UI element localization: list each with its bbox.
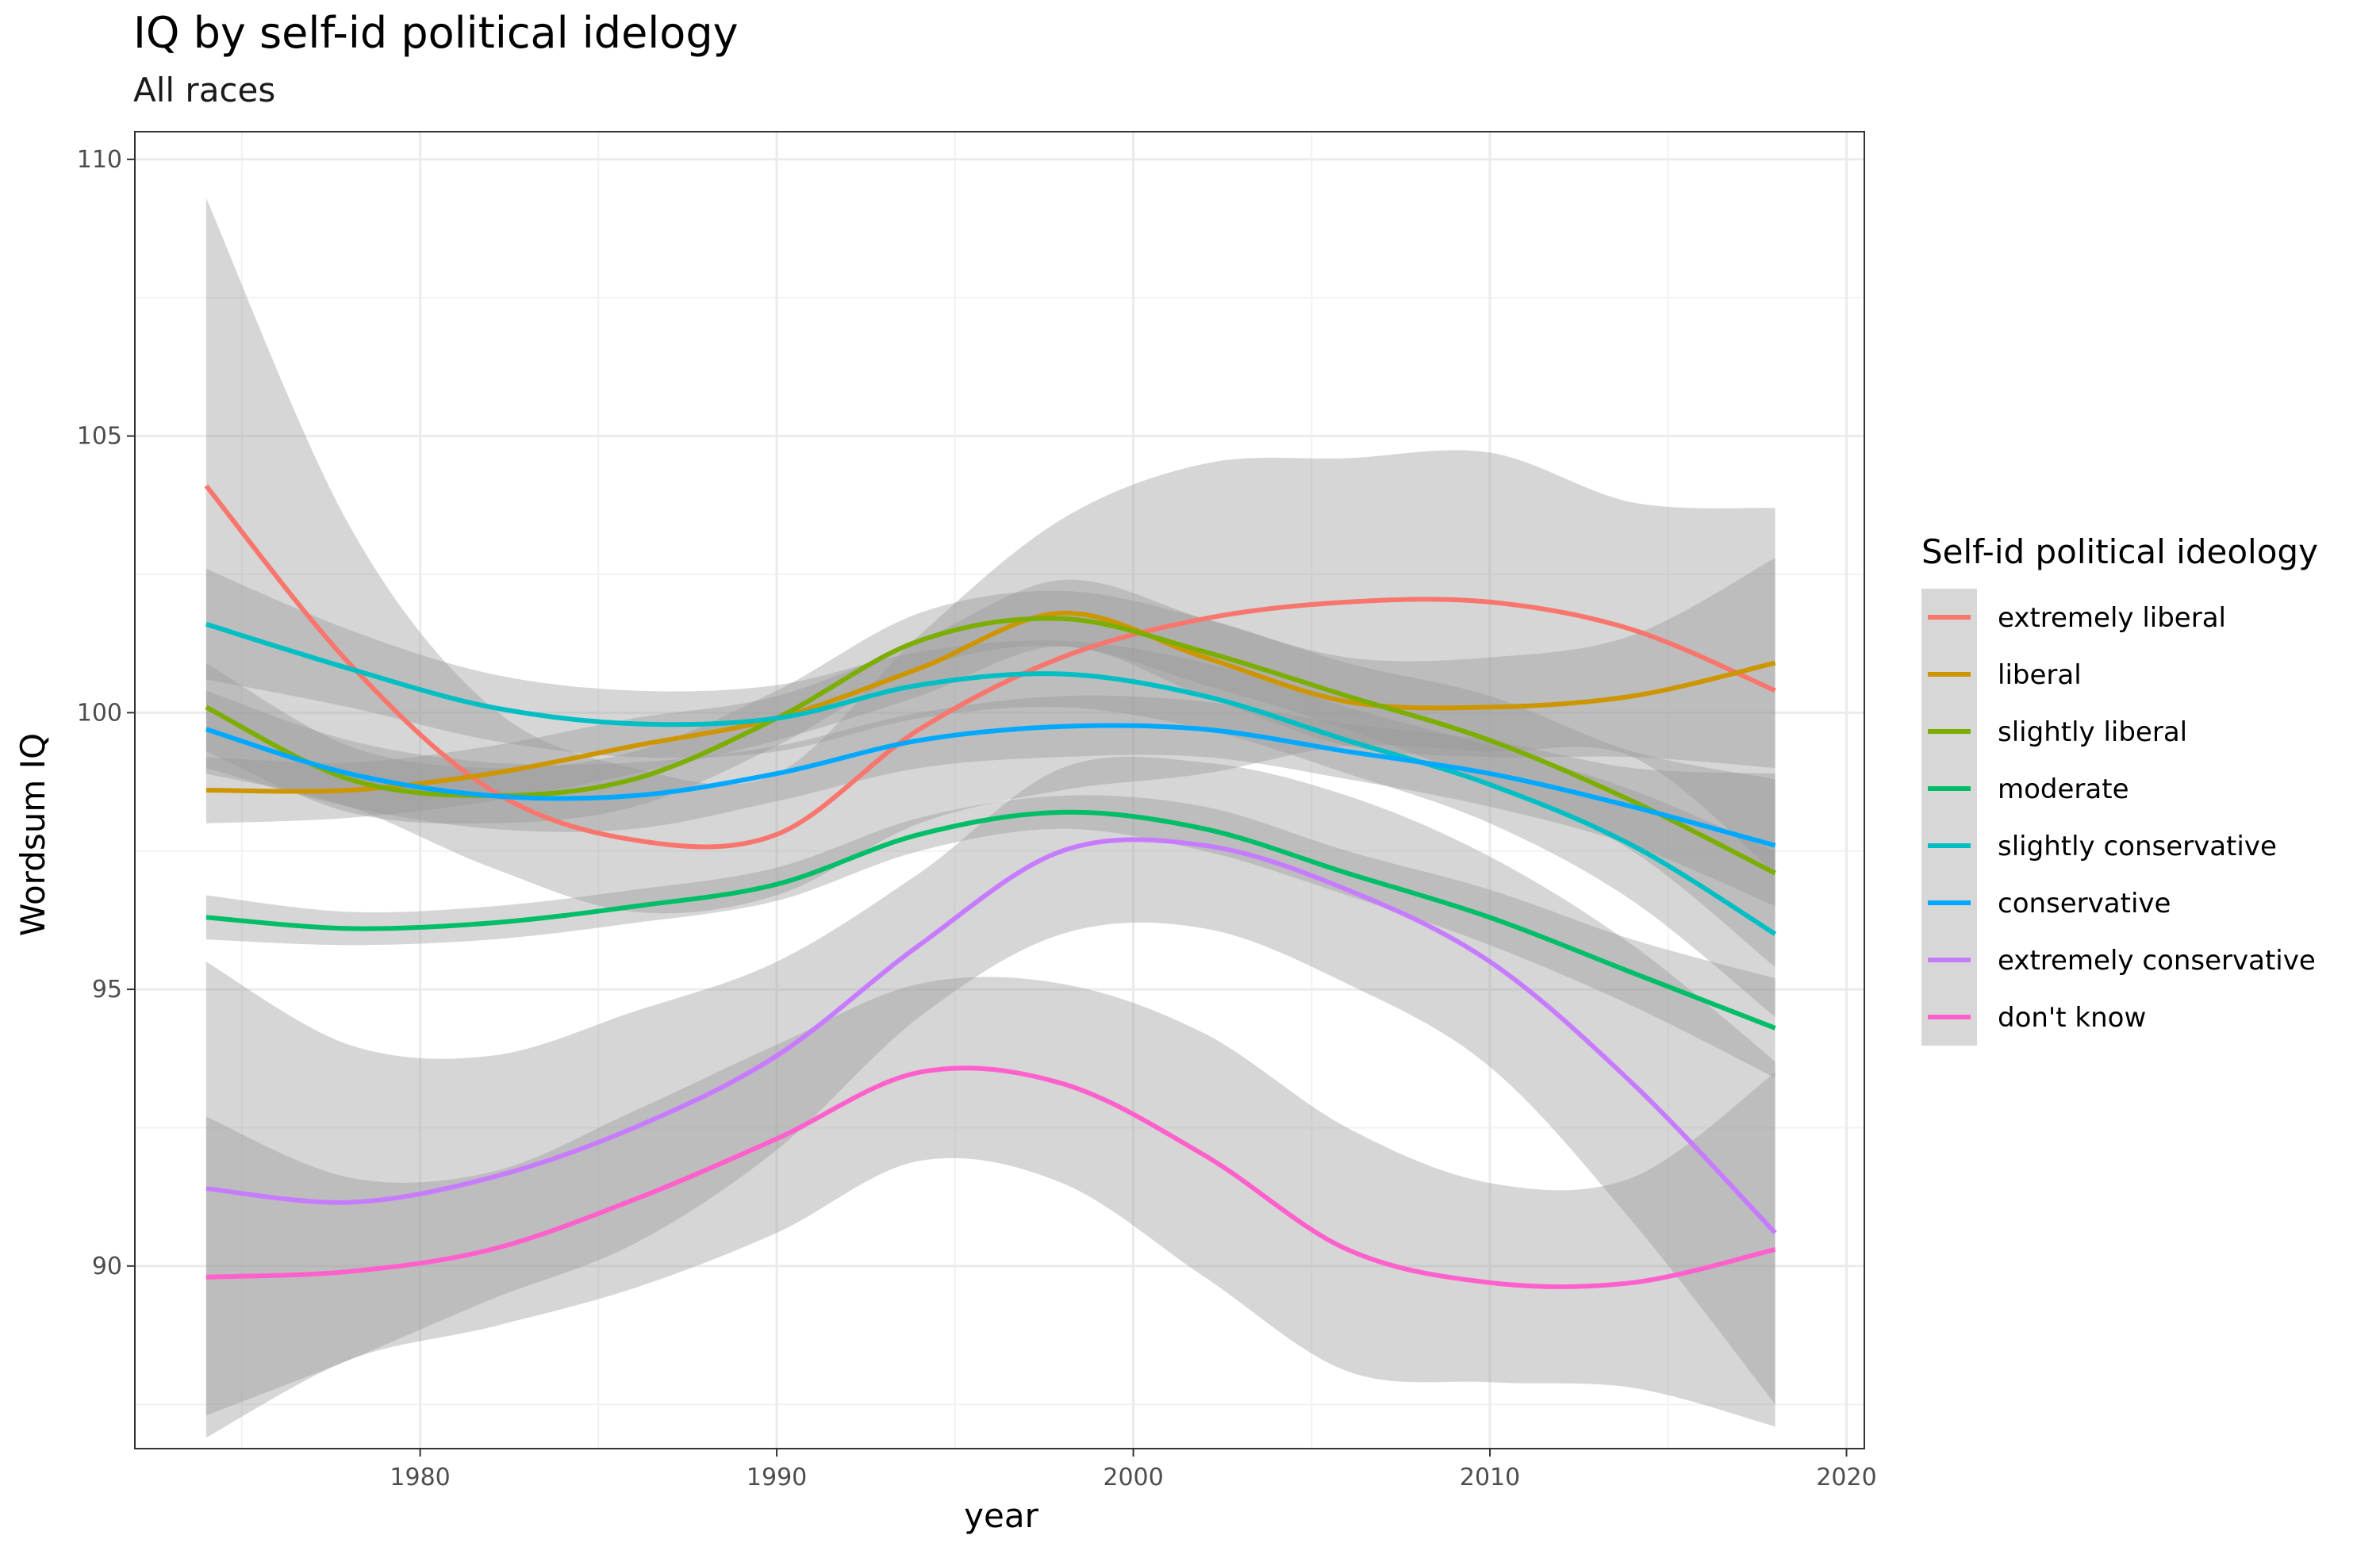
legend-label: liberal [1998,659,2082,691]
legend-title: Self-id political ideology [1921,532,2318,571]
y-tick-label: 100 [77,699,122,727]
y-tick-label: 90 [92,1253,122,1280]
x-axis: 1980 1990 2000 2010 2020 [390,1449,1877,1491]
legend-label: conservative [1998,888,2171,919]
x-axis-title: year [964,1496,1038,1535]
ribbon-liberal [205,558,1775,823]
ribbon-slightly-conservative [205,569,1775,1017]
series-line-extremely-conservative [205,837,1777,1235]
y-tick-label: 110 [77,146,122,174]
x-tick-label: 1990 [747,1464,807,1491]
legend-label: extremely conservative [1998,945,2316,977]
legend-item: conservative [1921,874,2171,931]
panel-border [134,131,1865,1449]
legend-item: extremely liberal [1921,589,2226,646]
grid [135,132,1864,1449]
x-tick-label: 2000 [1103,1464,1163,1491]
y-axis-title: Wordsum IQ [13,733,52,936]
chart-subtitle: All races [133,71,275,109]
ribbon-extremely-liberal [205,198,1775,914]
series-line-liberal [205,610,1776,794]
ribbon-don-t-know [205,977,1775,1438]
legend-item: extremely conservative [1921,931,2316,988]
y-tick-label: 95 [92,976,122,1004]
series-lines [204,484,1777,1289]
ribbon-moderate [205,795,1775,1078]
legend-label: don't know [1998,1002,2146,1034]
legend-label: slightly conservative [1998,831,2277,862]
legend-item: moderate [1921,760,2129,817]
plot-panel [134,131,1865,1449]
series-line-moderate [205,809,1776,1031]
legend: Self-id political ideology extremely lib… [1921,532,2318,1046]
legend-label: extremely liberal [1998,602,2226,634]
y-axis: 90 95 100 105 110 [77,146,135,1280]
x-tick-label: 1980 [390,1464,450,1491]
ribbon-extremely-conservative [205,756,1775,1416]
legend-label: moderate [1998,774,2129,805]
series-line-extremely-liberal [204,484,1776,850]
series-line-conservative [205,723,1776,848]
ribbon-conservative [205,690,1775,907]
legend-item: slightly liberal [1921,703,2187,760]
series-line-don-t-know [205,1065,1776,1289]
x-tick-label: 2020 [1816,1464,1876,1491]
ribbon-slightly-liberal [205,590,1775,968]
chart-title: IQ by self-id political idelogy [133,8,739,58]
series-line-slightly-conservative [205,621,1777,936]
y-tick-label: 105 [77,423,122,451]
legend-item: don't know [1921,988,2146,1046]
legend-item: slightly conservative [1921,817,2277,874]
legend-label: slightly liberal [1998,716,2187,748]
legend-item: liberal [1921,646,2082,703]
confidence-ribbons [205,198,1775,1438]
x-tick-label: 2010 [1460,1464,1520,1491]
